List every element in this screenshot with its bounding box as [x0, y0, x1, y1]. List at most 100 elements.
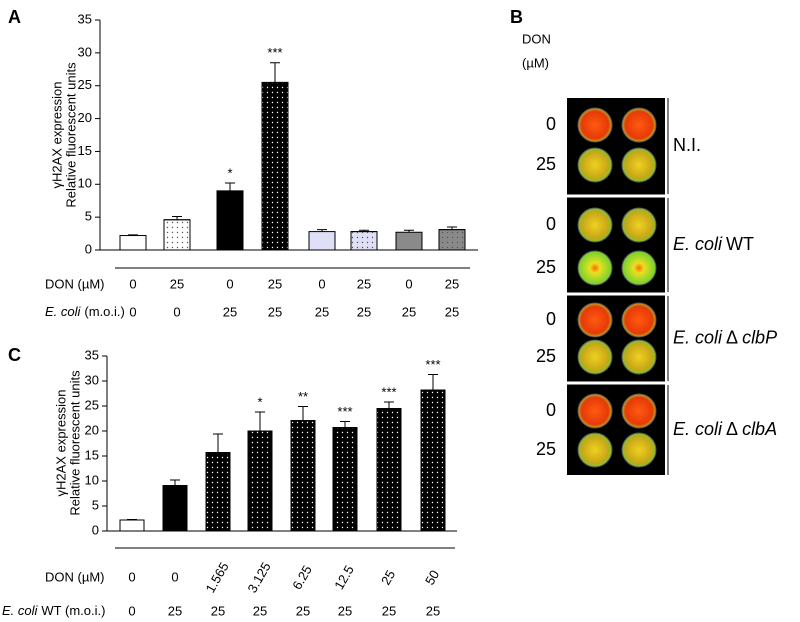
- y-tick-label: 25: [85, 397, 99, 412]
- y-axis-title: Relative fluorescent units: [67, 370, 82, 516]
- error-bar: [270, 62, 280, 83]
- row-value: 6.25: [289, 563, 315, 592]
- well: [621, 147, 657, 183]
- group-label-part: WT: [726, 234, 754, 254]
- error-bar: [225, 182, 235, 191]
- well: [577, 250, 613, 286]
- row-value: 0: [129, 276, 136, 291]
- row-value: 25: [168, 603, 182, 618]
- row-value: 25: [402, 304, 416, 319]
- group-label: E. coli WT: [673, 234, 754, 254]
- well: [621, 302, 657, 338]
- row-value: 25: [268, 304, 282, 319]
- well: [577, 147, 613, 183]
- row-value: 25: [445, 276, 459, 291]
- y-tick-label: 5: [92, 497, 99, 512]
- row-value: 50: [422, 567, 442, 587]
- row-value: 25: [315, 304, 329, 319]
- row-label: 0: [546, 309, 556, 329]
- group-label-part: Δ: [726, 419, 738, 439]
- row-label: E. coli (m.o.i.): [45, 304, 125, 319]
- well: [621, 393, 657, 429]
- row-label-part: E. coli: [45, 304, 82, 319]
- bar: [395, 231, 423, 251]
- header: (µM): [522, 55, 549, 70]
- significance: ***: [425, 357, 440, 372]
- y-tick-label: 15: [85, 447, 99, 462]
- well: [621, 339, 657, 375]
- y-tick-label: 25: [78, 77, 92, 92]
- y-tick-label: 15: [78, 143, 92, 158]
- y-tick-label: 35: [78, 11, 92, 26]
- group-label-part: Δ: [726, 327, 738, 347]
- row-label-part: WT (m.o.i.): [41, 603, 105, 618]
- error-bar: [359, 229, 369, 232]
- group-label-part: E. coli: [673, 419, 723, 439]
- bar: [119, 235, 147, 251]
- error-bar: [428, 374, 438, 390]
- y-tick-label: 20: [85, 422, 99, 437]
- row-value: 25: [268, 276, 282, 291]
- bar-pattern: [438, 229, 466, 251]
- row-value: 25: [382, 603, 396, 618]
- bar-pattern: [261, 81, 289, 251]
- significance: *: [257, 394, 262, 409]
- row-label: 0: [546, 400, 556, 420]
- significance: ***: [381, 384, 396, 399]
- significance: ***: [267, 45, 282, 60]
- row-value: 25: [223, 304, 237, 319]
- row-value: 0: [173, 304, 180, 319]
- error-bar: [213, 433, 223, 453]
- row-value: 25: [170, 276, 184, 291]
- y-axis-title: γH2AX expression: [49, 82, 64, 189]
- error-bar: [255, 411, 265, 431]
- well: [621, 107, 657, 143]
- significance: ***: [337, 404, 352, 419]
- well: [577, 339, 613, 375]
- group-label-part: clbA: [742, 419, 777, 439]
- well: [577, 302, 613, 338]
- error-bar: [404, 229, 414, 233]
- row-value: 0: [405, 276, 412, 291]
- panel-label: C: [8, 345, 21, 365]
- row-value: 25: [296, 603, 310, 618]
- bar: [308, 231, 336, 251]
- error-bar: [127, 519, 137, 520]
- bar: [216, 190, 244, 251]
- row-value: 25: [357, 276, 371, 291]
- row-value: 0: [128, 569, 135, 584]
- row-value: 12.5: [331, 563, 357, 592]
- error-bar: [384, 401, 394, 409]
- bar-pattern: [350, 231, 378, 251]
- bar-pattern: [290, 420, 316, 532]
- well: [577, 207, 613, 243]
- bar-pattern: [332, 427, 358, 532]
- bar-pattern: [420, 389, 446, 532]
- error-bar: [298, 406, 308, 421]
- bar-pattern: [376, 408, 402, 532]
- y-tick-label: 5: [85, 209, 92, 224]
- row-value: 0: [318, 276, 325, 291]
- bar: [162, 485, 188, 532]
- significance: *: [227, 165, 232, 180]
- row-value: 25: [211, 603, 225, 618]
- error-bar: [317, 229, 327, 232]
- row-value: 0: [171, 569, 178, 584]
- row-value: 25: [445, 304, 459, 319]
- row-label: E. coli WT (m.o.i.): [2, 603, 105, 618]
- row-value: 0: [129, 304, 136, 319]
- row-label: DON (µM): [45, 569, 104, 584]
- y-tick-label: 0: [92, 522, 99, 537]
- header: DON: [522, 31, 551, 46]
- row-label: 0: [546, 214, 556, 234]
- well: [577, 107, 613, 143]
- error-bar: [340, 421, 350, 428]
- y-tick-label: 35: [85, 347, 99, 362]
- group-label-part: clbP: [742, 327, 777, 347]
- bar-pattern: [247, 430, 273, 532]
- row-value: 25: [426, 603, 440, 618]
- well: [621, 432, 657, 468]
